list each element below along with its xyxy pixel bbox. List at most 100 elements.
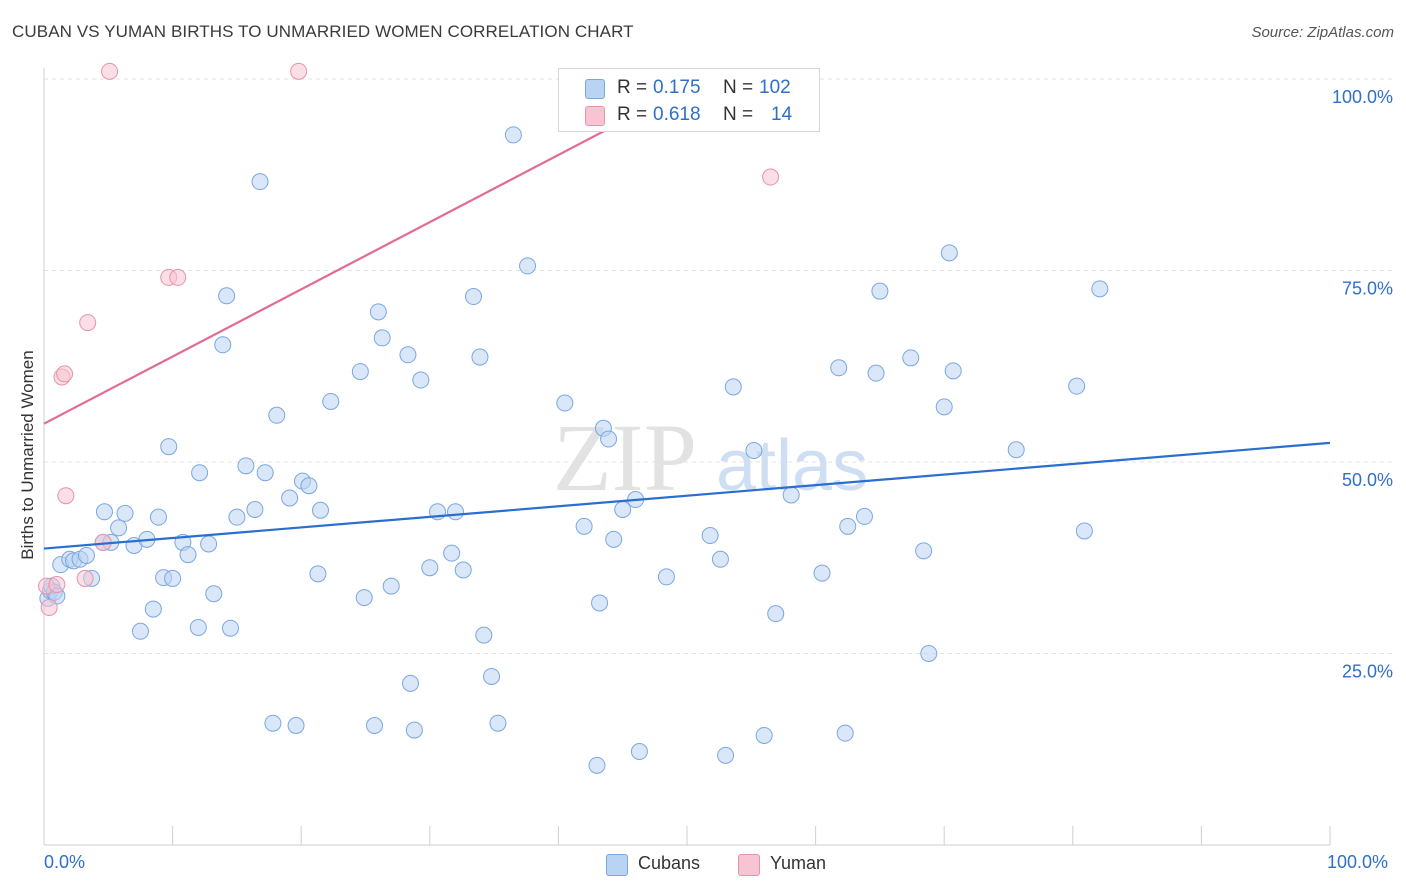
cubans-point [591, 594, 609, 612]
cubans-point [309, 565, 327, 583]
yuman-point [169, 268, 187, 286]
cubans-point [871, 282, 889, 300]
cubans-point [281, 489, 299, 507]
cubans-point [264, 714, 282, 732]
cubans-point [246, 500, 264, 518]
cubans-point [454, 561, 472, 579]
cubans-point [630, 743, 648, 761]
cubans-point [855, 507, 873, 525]
cubans-point [251, 173, 269, 191]
yuman-point [76, 569, 94, 587]
cubans-point [382, 577, 400, 595]
cubans-point [205, 585, 223, 603]
cubans-point [322, 392, 340, 410]
cubans-point [189, 618, 207, 636]
cubans-point [355, 589, 373, 607]
cubans-point [902, 349, 920, 367]
cubans-point [483, 667, 501, 685]
yuman-point [290, 62, 308, 80]
yuman-label: Yuman [770, 853, 827, 873]
y-tick-label-100: 100.0% [1332, 87, 1393, 107]
y-tick-label-75: 75.0% [1342, 279, 1393, 299]
pink-swatch [585, 106, 605, 126]
cubans-point [447, 503, 465, 521]
cubans-point [920, 645, 938, 662]
chart-title: CUBAN VS YUMAN BIRTHS TO UNMARRIED WOMEN… [12, 22, 634, 41]
x-tick-label-max: 100.0% [1327, 852, 1389, 872]
yuman-points [38, 62, 780, 617]
y-tick-label-25: 25.0% [1342, 662, 1393, 682]
cubans-swatch [606, 854, 628, 876]
cubans-point [268, 406, 286, 424]
cubans-point [256, 464, 274, 482]
cubans-trend-line [43, 441, 1331, 550]
watermark-zip: ZIP [553, 404, 697, 511]
cubans-point [839, 517, 857, 535]
cubans-point [755, 726, 773, 744]
cubans-point [717, 746, 735, 764]
cubans-point [200, 535, 218, 553]
cubans-point [369, 303, 387, 321]
r-label: R = [617, 104, 648, 125]
cubans-point [300, 477, 318, 495]
cubans-point [940, 244, 958, 262]
cubans-point [399, 346, 417, 364]
cubans-point [179, 546, 197, 564]
yuman-trend-line [43, 78, 705, 425]
n-value: 102 [759, 77, 791, 98]
cubans-point [402, 674, 420, 692]
cubans-point [373, 329, 391, 347]
cubans-point [421, 559, 439, 577]
cubans-point [412, 371, 430, 389]
cubans-point [813, 564, 831, 582]
yuman-point [56, 365, 74, 383]
grid-lines [44, 78, 1392, 654]
n-value: 14 [771, 104, 793, 125]
yuman-swatch [738, 854, 760, 876]
cubans-point [556, 394, 574, 412]
cubans-point [830, 359, 848, 377]
r-value: 0.618 [653, 104, 701, 125]
cubans-point [867, 364, 885, 382]
cubans-point [214, 336, 232, 354]
yuman-point [57, 487, 75, 505]
cubans-point [191, 464, 209, 482]
cubans-point [1075, 522, 1093, 540]
correlation-legend: R = 0.175 N = 102 R = 0.618 N = 14 [558, 68, 820, 132]
cubans-point [287, 717, 305, 735]
legend-row-yuman: R = 0.618 N = 14 [559, 102, 819, 128]
cubans-point [657, 568, 675, 586]
cubans-point [465, 288, 483, 306]
cubans-point [504, 126, 522, 144]
cubans-point [836, 724, 854, 742]
cubans-point [575, 517, 593, 535]
x-tick-label-min: 0.0% [44, 852, 86, 872]
cubans-point [1068, 377, 1086, 395]
cubans-point [711, 550, 729, 568]
r-label: R = [617, 77, 648, 98]
cubans-point [724, 378, 742, 396]
cubans-point [116, 504, 134, 522]
yuman-point [48, 576, 66, 594]
cubans-point [218, 287, 236, 305]
cubans-point [110, 519, 128, 537]
yuman-point [762, 168, 780, 186]
r-value: 0.175 [653, 77, 701, 98]
cubans-point [915, 542, 933, 560]
cubans-point [944, 362, 962, 380]
yuman-point [101, 62, 119, 80]
yuman-point [79, 314, 97, 332]
y-tick-labels: 25.0% 50.0% 75.0% 100.0% [1332, 87, 1393, 682]
cubans-point [131, 622, 149, 640]
blue-swatch [585, 79, 605, 99]
legend-item-cubans[interactable]: Cubans [606, 852, 726, 876]
cubans-point [228, 508, 246, 526]
legend-item-yuman[interactable]: Yuman [738, 852, 848, 876]
yuman-point [40, 599, 58, 617]
cubans-point [1091, 280, 1109, 298]
cubans-point [935, 398, 953, 416]
trend-lines [43, 78, 1331, 550]
cubans-point [588, 756, 606, 774]
cubans-point [160, 438, 178, 456]
